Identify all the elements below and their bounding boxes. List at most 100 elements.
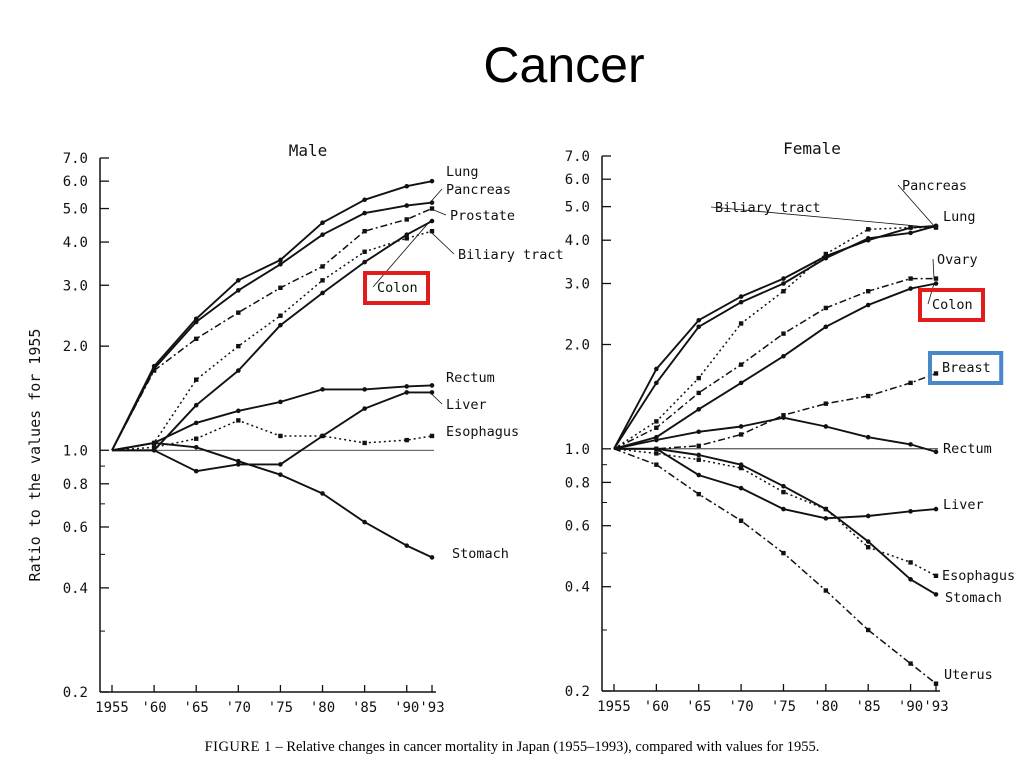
data-point-stomach xyxy=(193,444,199,450)
data-point-breast xyxy=(738,432,744,437)
caption-label: FIGURE 1 xyxy=(204,739,272,755)
data-point-liver xyxy=(404,390,410,395)
y-tick-label-male: 4.0 xyxy=(63,235,88,251)
data-point-prostate xyxy=(236,310,241,315)
data-point-rectum xyxy=(865,434,871,440)
data-point-esophagus xyxy=(404,437,409,443)
data-point-uterus xyxy=(823,588,829,593)
data-point-colon xyxy=(404,232,410,238)
x-tick-label-male: '90 xyxy=(394,700,419,716)
y-tick-label-male: 3.0 xyxy=(63,278,88,294)
x-tick-label-female: '93 xyxy=(923,699,948,715)
data-point-colon xyxy=(823,324,829,330)
data-point-liver xyxy=(696,472,702,478)
data-point-lung xyxy=(362,197,367,203)
series-label-biliary-tract: Biliary tract xyxy=(458,247,564,263)
data-point-breast xyxy=(866,393,871,399)
y-axis-label: Ratio to the values for 1955 xyxy=(26,329,44,582)
data-point-stomach xyxy=(865,539,871,544)
series-label-rectum: Rectum xyxy=(943,441,992,457)
x-tick-label-male: '75 xyxy=(268,700,293,716)
series-label-colon: Colon xyxy=(932,297,973,313)
series-label-colon: Colon xyxy=(377,280,418,296)
data-point-liver xyxy=(738,485,744,491)
series-label-liver: Liver xyxy=(446,397,487,413)
data-point-liver xyxy=(278,462,283,467)
data-point-esophagus xyxy=(320,433,325,439)
data-point-esophagus xyxy=(362,440,367,446)
y-tick-label-male: 5.0 xyxy=(63,202,88,218)
data-point-colon xyxy=(908,286,913,291)
x-tick-label-female: '85 xyxy=(856,699,881,715)
data-point-uterus xyxy=(696,491,701,497)
label-leader-pancreas xyxy=(897,184,935,227)
y-tick-label-female: 4.0 xyxy=(565,233,590,249)
series-label-lung: Lung xyxy=(446,164,479,180)
data-point-breast xyxy=(696,443,701,449)
data-point-colon xyxy=(738,380,744,386)
data-point-rectum xyxy=(193,420,199,426)
data-point-biliary-tract xyxy=(738,321,744,326)
series-label-liver: Liver xyxy=(943,497,984,513)
data-point-rectum xyxy=(654,437,659,443)
highlight-box-breast xyxy=(928,351,1004,385)
data-point-ovary xyxy=(933,276,939,281)
x-tick-label-male: '70 xyxy=(226,700,251,716)
data-point-biliary-tract xyxy=(278,313,283,318)
data-point-stomach xyxy=(933,592,939,597)
y-tick-label-female: 1.0 xyxy=(565,442,590,458)
series-stomach-male: Stomach xyxy=(111,440,509,562)
y-tick-label-male: 0.6 xyxy=(63,520,88,536)
series-line-esophagus xyxy=(111,419,433,452)
data-point-ovary xyxy=(738,362,744,367)
y-tick-label-male: 7.0 xyxy=(63,151,88,167)
data-point-colon xyxy=(865,302,871,308)
y-tick-label-female: 7.0 xyxy=(565,149,590,165)
data-point-biliary-tract xyxy=(696,375,701,381)
series-rectum-female: Rectum xyxy=(613,415,992,457)
chart-title-female: Female xyxy=(783,139,841,158)
series-line-stomach xyxy=(614,447,937,596)
data-point-biliary-tract xyxy=(429,228,435,234)
data-point-prostate xyxy=(151,368,157,373)
series-line-uterus xyxy=(613,448,937,685)
data-point-breast xyxy=(908,380,913,386)
data-point-lung xyxy=(781,281,786,286)
data-point-lung xyxy=(823,255,829,261)
chart-female: Female 0.2 0.4 0.6 0.8 1.0 2.0 3.0 4.0 5.0 6.0 7.0 1… xyxy=(565,139,1015,715)
data-point-pancreas xyxy=(320,232,325,238)
series-pancreas-male: Pancreas xyxy=(111,182,511,451)
x-tick-label-male: '60 xyxy=(141,700,166,716)
data-point-stomach xyxy=(151,440,157,446)
data-point-biliary-tract xyxy=(236,343,241,349)
series-ovary-female: Ovary xyxy=(613,252,978,450)
data-point-liver xyxy=(865,513,871,519)
y-tick-label-male: 0.4 xyxy=(63,581,88,597)
series-liver-male: Liver xyxy=(112,390,487,474)
data-point-stomach xyxy=(404,543,410,548)
data-point-stomach xyxy=(654,446,659,452)
series-liver-female: Liver xyxy=(614,446,984,521)
data-point-rectum xyxy=(320,387,325,392)
data-point-stomach xyxy=(362,519,367,525)
highlight-box-colon xyxy=(918,288,985,322)
series-lung-male: Lung xyxy=(111,164,479,451)
data-point-ovary xyxy=(781,331,786,336)
data-point-ovary xyxy=(866,289,871,294)
y-tick-label-female: 0.6 xyxy=(565,519,590,535)
series-label-ovary: Ovary xyxy=(937,252,978,268)
data-point-pancreas xyxy=(362,210,367,216)
data-point-liver xyxy=(236,462,241,467)
data-point-breast xyxy=(933,371,939,376)
data-point-lung xyxy=(278,257,283,263)
data-point-liver xyxy=(781,506,786,512)
data-point-esophagus xyxy=(194,436,199,441)
data-point-biliary-tract xyxy=(866,227,871,232)
series-label-biliary-tract: Biliary tract xyxy=(715,200,821,216)
data-point-colon xyxy=(320,290,325,296)
data-point-uterus xyxy=(781,550,786,556)
data-point-breast xyxy=(823,401,829,406)
data-point-lung xyxy=(320,220,325,226)
data-point-liver xyxy=(823,516,829,521)
data-point-biliary-tract xyxy=(320,278,325,283)
